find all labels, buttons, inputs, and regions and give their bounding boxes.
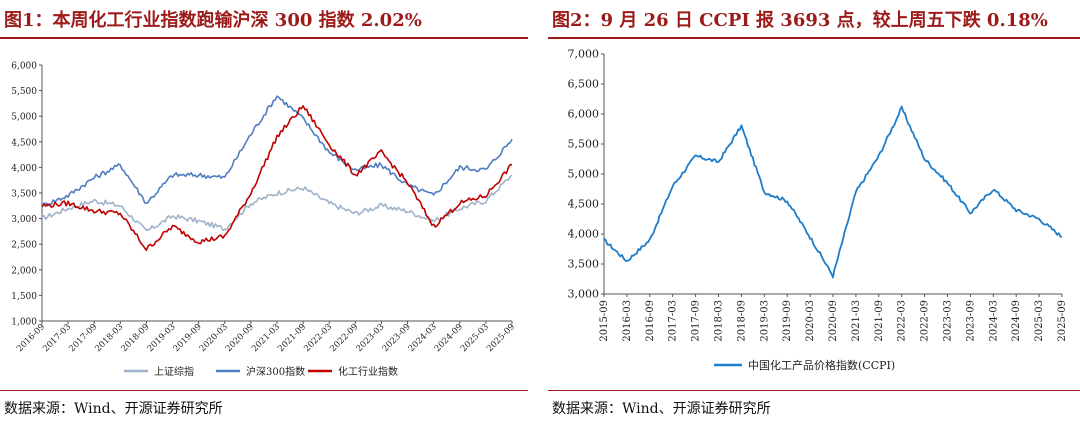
title-rule (0, 37, 528, 39)
y-tick-label: 6,000 (11, 62, 37, 72)
y-tick-label: 3,000 (11, 215, 37, 225)
x-tick-label: 2024-03 (988, 300, 999, 342)
x-tick-label: 2015-09 (599, 300, 610, 342)
y-tick-label: 1,000 (11, 318, 37, 328)
y-tick-label: 6,000 (568, 108, 600, 121)
y-tick-label: 4,000 (568, 228, 600, 241)
y-tick-label: 2,000 (11, 266, 37, 276)
legend-label: 化工行业指数 (338, 365, 398, 378)
chart-1-svg: 1,000 1,500 2,000 2,500 3,000 3,500 4,000 4,500… (11, 62, 517, 379)
x-tick-label: 2021-09 (874, 300, 885, 342)
x-tick-label: 2019-09 (782, 300, 793, 342)
x-tick-label: 2021-03 (851, 300, 862, 342)
x-tick-label: 2018-09 (736, 300, 747, 342)
y-tick-label: 1,500 (11, 292, 37, 302)
x-tick-label: 2022-09 (920, 300, 931, 342)
legend-label: 中国化工产品价格指数(CCPI) (748, 358, 895, 372)
y-tick-label: 5,500 (568, 138, 600, 151)
legend-label: 上证综指 (154, 365, 194, 378)
x-tick-label: 2024-09 (1011, 300, 1022, 342)
x-tick-label: 2025-09 (485, 322, 517, 354)
y-tick-label: 5,000 (568, 168, 600, 181)
chart-title: 图2：9 月 26 日 CCPI 报 3693 点，较上周五下跌 0.18% (552, 10, 1048, 31)
x-tick-label: 2019-03 (759, 300, 770, 342)
x-tick-label: 2025-03 (1034, 300, 1045, 342)
y-tick-label: 6,500 (568, 78, 600, 91)
y-tick-label: 5,000 (11, 113, 37, 123)
y-tick-label: 3,500 (11, 190, 37, 200)
y-tick-label: 2,500 (11, 241, 37, 251)
y-tick-label: 7,000 (568, 48, 600, 61)
series-line (41, 174, 513, 232)
x-tick-label: 2017-09 (691, 300, 702, 342)
x-tick-label: 2020-09 (828, 300, 839, 342)
chart-title: 图1：本周化工行业指数跑输沪深 300 指数 2.02% (4, 10, 422, 31)
x-tick-label: 2016-09 (645, 300, 656, 342)
x-tick-label: 2022-03 (897, 300, 908, 342)
chart-panel-2: 图2：9 月 26 日 CCPI 报 3693 点，较上周五下跌 0.18% 3… (548, 0, 1080, 422)
x-tick-label: 2025-09 (1057, 300, 1068, 342)
footer-rule (548, 390, 1080, 391)
chart-panel-1: 图1：本周化工行业指数跑输沪深 300 指数 2.02% 1,000 1,500 2… (0, 0, 528, 422)
title-rule (548, 37, 1080, 39)
x-tick-label: 2023-09 (965, 300, 976, 342)
source-note: 数据来源：Wind、开源证券研究所 (552, 401, 771, 417)
x-tick-label: 2016-03 (622, 300, 633, 342)
y-tick-label: 3,500 (568, 258, 600, 271)
chart-2-svg: 3,000 3,500 4,000 4,500 5,000 5,500 6,000 6,500… (568, 48, 1069, 373)
source-note: 数据来源：Wind、开源证券研究所 (4, 401, 223, 417)
legend-label: 沪深300指数 (246, 365, 305, 378)
footer-rule (0, 390, 528, 391)
series-line (41, 105, 513, 251)
x-tick-label: 2017-03 (668, 300, 679, 342)
series-line (603, 105, 1063, 279)
y-tick-label: 4,500 (568, 198, 600, 211)
x-tick-label: 2018-03 (714, 300, 725, 342)
series-line (41, 95, 513, 209)
x-tick-label: 2020-03 (805, 300, 816, 342)
y-tick-label: 4,500 (11, 138, 37, 148)
y-tick-label: 3,000 (568, 288, 600, 301)
y-tick-label: 5,500 (11, 87, 37, 97)
y-tick-label: 4,000 (11, 164, 37, 174)
x-tick-label: 2023-03 (943, 300, 954, 342)
